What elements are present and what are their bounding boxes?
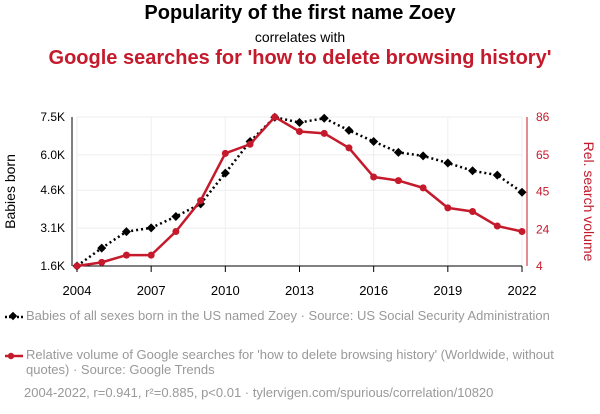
data-point-1 <box>418 151 428 161</box>
y2-tick-label: 86 <box>536 110 550 124</box>
data-point-2 <box>345 144 353 152</box>
legend-swatch-dotted-black <box>5 311 23 321</box>
data-point-1 <box>369 136 379 146</box>
data-point-2 <box>73 262 81 270</box>
data-point-1 <box>443 158 453 168</box>
data-point-2 <box>221 149 229 157</box>
y2-tick-label: 45 <box>536 185 550 199</box>
data-point-2 <box>370 173 378 181</box>
legend-label-series1: Babies of all sexes born in the US named… <box>26 308 550 323</box>
y-tick-label: 6.0K <box>40 148 65 162</box>
y-axis-title: Babies born <box>2 154 18 229</box>
data-point-2 <box>444 204 452 212</box>
data-point-1 <box>517 187 527 197</box>
x-tick-label: 2007 <box>137 283 166 298</box>
y2-tick-label: 24 <box>536 223 550 237</box>
chart-title-secondary: Google searches for 'how to delete brows… <box>48 47 552 69</box>
data-point-2 <box>197 197 205 205</box>
data-point-1 <box>468 166 478 176</box>
data-point-1 <box>344 125 354 135</box>
data-point-1 <box>146 223 156 233</box>
data-point-2 <box>296 128 303 136</box>
data-point-2 <box>320 129 328 137</box>
legend-item-series1: Babies of all sexes born in the US named… <box>4 308 594 324</box>
legend-swatch-solid-red <box>5 352 23 360</box>
data-point-1 <box>121 227 131 237</box>
data-point-2 <box>419 184 427 192</box>
data-point-2 <box>271 113 279 121</box>
y2-axis-title: Rel. search volume <box>581 142 597 262</box>
y-tick-label: 3.1K <box>40 221 65 235</box>
data-point-1 <box>295 118 304 128</box>
y2-tick-label: 4 <box>536 259 543 273</box>
data-point-2 <box>98 258 106 266</box>
y2-tick-label: 65 <box>536 148 550 162</box>
chart-subtitle: correlates with <box>254 29 346 45</box>
data-point-2 <box>122 251 130 259</box>
legend-label-series2: Relative volume of Google searches for '… <box>26 347 554 377</box>
y-tick-label: 1.6K <box>40 259 65 273</box>
data-point-1 <box>393 147 403 157</box>
data-point-2 <box>493 222 501 230</box>
x-tick-label: 2013 <box>285 283 314 298</box>
x-tick-label: 2010 <box>211 283 240 298</box>
data-point-2 <box>147 251 155 259</box>
data-point-1 <box>492 170 502 180</box>
y-tick-label: 7.5K <box>40 110 65 124</box>
data-point-2 <box>172 227 180 235</box>
chart-title: Popularity of the first name Zoey <box>144 2 456 24</box>
x-tick-label: 2019 <box>433 283 462 298</box>
legend-item-series2: Relative volume of Google searches for '… <box>4 347 594 377</box>
x-tick-label: 2004 <box>63 283 92 298</box>
data-point-2 <box>518 227 526 235</box>
data-point-1 <box>319 113 329 123</box>
x-tick-label: 2022 <box>508 283 537 298</box>
data-point-1 <box>97 243 107 253</box>
data-point-1 <box>220 168 230 178</box>
data-point-2 <box>469 207 477 215</box>
x-tick-label: 2016 <box>359 283 388 298</box>
data-point-2 <box>246 140 254 148</box>
data-point-2 <box>394 177 402 185</box>
data-point-1 <box>171 212 181 222</box>
footer-stats: 2004-2022, r=0.941, r²=0.885, p<0.01 · t… <box>24 385 494 400</box>
y-tick-label: 4.6K <box>40 183 65 197</box>
